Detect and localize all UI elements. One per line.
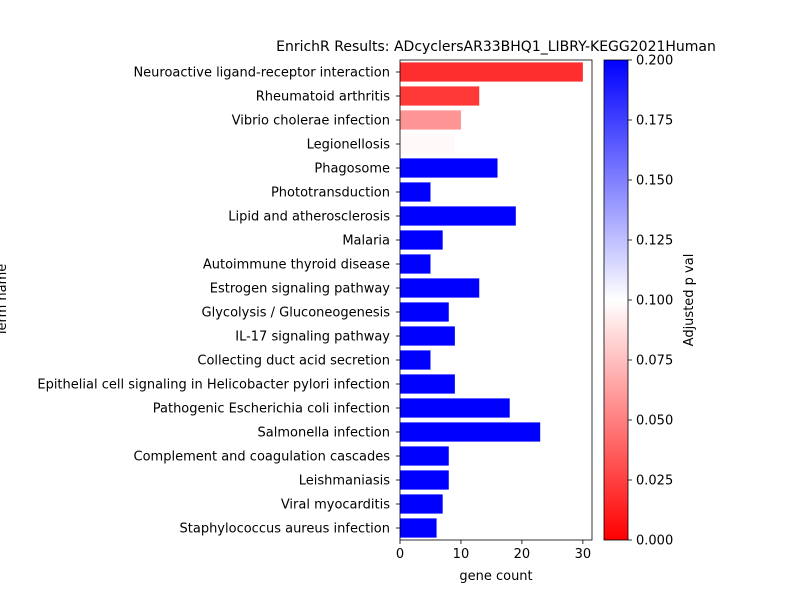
colorbar-tick-label: 0.150 bbox=[636, 174, 673, 189]
colorbar-tick-label: 0.075 bbox=[636, 354, 673, 369]
bar bbox=[400, 278, 480, 298]
category-label: Autoimmune thyroid disease bbox=[203, 258, 390, 273]
category-label: Complement and coagulation cascades bbox=[134, 450, 391, 465]
bar bbox=[400, 494, 443, 514]
bar bbox=[400, 158, 498, 178]
plot-frame bbox=[399, 59, 593, 541]
colorbar-tick-label: 0.050 bbox=[636, 414, 673, 429]
bar bbox=[400, 110, 461, 130]
category-label: Estrogen signaling pathway bbox=[210, 282, 391, 297]
chart-title: EnrichR Results: ADcyclersAR33BHQ1_LIBRY… bbox=[276, 39, 716, 55]
colorbar-tick-label: 0.025 bbox=[636, 474, 673, 489]
bar bbox=[400, 86, 480, 106]
bar bbox=[400, 446, 449, 466]
bar bbox=[400, 302, 449, 322]
colorbar-tick-label: 0.125 bbox=[636, 234, 673, 249]
colorbar-label: Adjusted p val bbox=[682, 254, 697, 347]
x-tick-label: 10 bbox=[453, 547, 470, 562]
bar bbox=[400, 422, 541, 442]
bar bbox=[400, 254, 431, 274]
category-label: Leishmaniasis bbox=[299, 474, 390, 489]
category-label: Phototransduction bbox=[271, 186, 390, 201]
bar bbox=[400, 398, 510, 418]
category-label: Rheumatoid arthritis bbox=[256, 90, 390, 105]
x-tick-label: 30 bbox=[575, 547, 592, 562]
category-label: IL-17 signaling pathway bbox=[235, 330, 390, 345]
category-label: Glycolysis / Gluconeogenesis bbox=[202, 306, 391, 321]
category-label: Neuroactive ligand-receptor interaction bbox=[133, 66, 390, 81]
bar bbox=[400, 350, 431, 370]
bar bbox=[400, 206, 516, 226]
category-label: Lipid and atherosclerosis bbox=[228, 210, 390, 225]
colorbar bbox=[603, 59, 629, 541]
bar bbox=[400, 518, 437, 538]
category-label: Vibrio cholerae infection bbox=[232, 114, 390, 129]
bar bbox=[400, 326, 455, 346]
category-label: Legionellosis bbox=[307, 138, 391, 153]
bar bbox=[400, 182, 431, 202]
bars-group bbox=[400, 62, 583, 538]
bar bbox=[400, 230, 443, 250]
colorbar-tick-label: 0.100 bbox=[636, 294, 673, 309]
x-tick-label: 20 bbox=[514, 547, 531, 562]
bar bbox=[400, 470, 449, 490]
bar bbox=[400, 374, 455, 394]
colorbar-tick-label: 0.200 bbox=[636, 54, 673, 69]
y-axis-label: Term name bbox=[0, 264, 10, 338]
x-tick-label: 0 bbox=[396, 547, 404, 562]
bar bbox=[400, 134, 455, 154]
category-label: Salmonella infection bbox=[258, 426, 390, 441]
category-label: Staphylococcus aureus infection bbox=[180, 522, 391, 537]
category-label: Viral myocarditis bbox=[281, 498, 390, 513]
x-axis-label: gene count bbox=[459, 569, 532, 584]
colorbar-tick-label: 0.000 bbox=[636, 534, 673, 549]
colorbar-tick-label: 0.175 bbox=[636, 114, 673, 129]
x-axis: 0 10 20 30 bbox=[396, 540, 591, 562]
category-label: Collecting duct acid secretion bbox=[197, 354, 390, 369]
category-labels: Neuroactive ligand-receptor interaction R… bbox=[37, 66, 400, 537]
category-label: Malaria bbox=[342, 234, 390, 249]
category-label: Epithelial cell signaling in Helicobacte… bbox=[37, 378, 390, 393]
colorbar-ticks: 0.000 0.025 0.050 0.075 0.100 0.125 0.150 0.175… bbox=[628, 54, 673, 549]
category-label: Pathogenic Escherichia coli infection bbox=[153, 402, 390, 417]
category-label: Phagosome bbox=[314, 162, 390, 177]
bar bbox=[400, 62, 583, 82]
